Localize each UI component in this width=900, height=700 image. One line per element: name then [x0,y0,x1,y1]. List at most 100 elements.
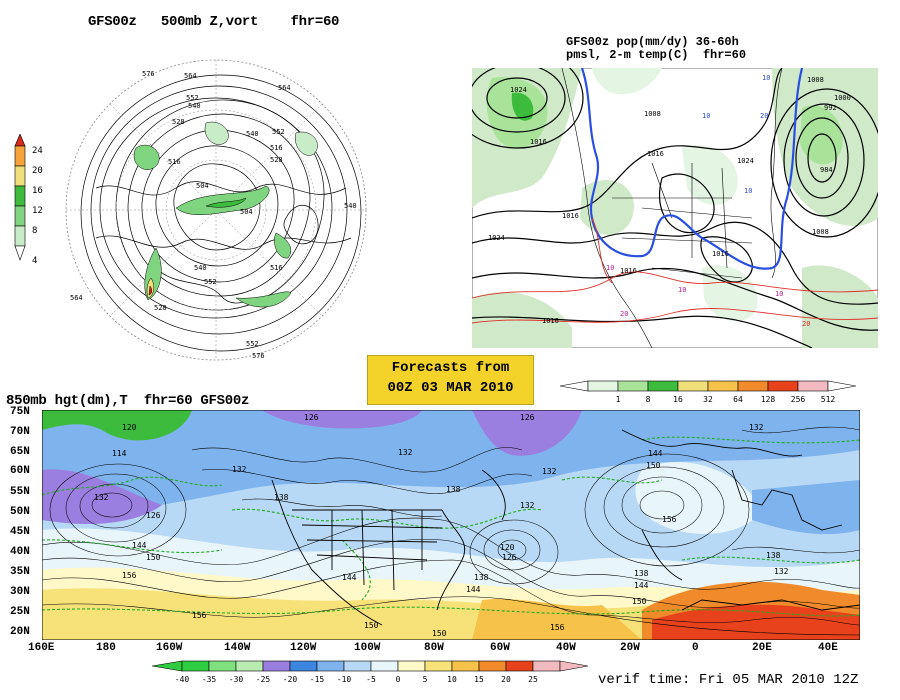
hgt-label: 144 [634,581,649,590]
lon-label-160w: 160W [156,642,183,654]
temp-colorbar-tick: -30 [229,675,244,684]
temp-colorbar-tick: 25 [528,675,538,684]
hgt-label: 126 [502,553,517,562]
hgt-label: 132 [749,423,764,432]
lat-label-45n: 45N [10,526,30,538]
polar-map: 576 564 552 540 528 516 504 564 552 540 … [65,59,367,361]
pop-colorbar-swatch [767,380,799,392]
temp-colorbar-tick: -5 [366,675,376,684]
vort-tick-16: 16 [32,186,43,196]
na-panel-title-1: GFS00z pop(mm/dy) 36-60h [566,35,739,49]
hgt-label: 144 [466,585,481,594]
lat-label-70n: 70N [10,426,30,438]
na-temp-label: 20 [802,320,810,328]
pop-colorbar-tick: 256 [791,395,806,404]
bottom-panel-title: 850mb hgt(dm),T fhr=60 GFS00z [6,393,250,409]
na-isobar-label: 1008 [807,76,824,84]
hgt-label: 132 [398,448,413,457]
vort-tick-24: 24 [32,146,43,156]
na-isobar-label: 1000 [834,94,851,102]
pop-colorbar-tick: 128 [761,395,776,404]
vort-tick-20: 20 [32,166,43,176]
hgt-label: 150 [146,553,161,562]
temp-colorbar-tick: -15 [310,675,325,684]
polar-label: 516 [270,264,283,272]
hgt-label: 132 [232,465,247,474]
lon-label-40e: 40E [818,642,838,654]
temp-colorbar: -40 -35 -30 -25 -20 -15 -10 -5 0 5 10 15 20 25 [151,660,589,684]
na-temp-label: 20 [760,112,768,120]
temp-colorbar-tick: -10 [337,675,352,684]
polar-panel-title: GFS00z 500mb Z,vort fhr=60 [88,14,340,30]
temp-colorbar-swatch [208,660,237,672]
lat-label-60n: 60N [10,465,30,477]
lon-label-80w: 80W [424,642,444,654]
polar-label: 552 [272,128,285,136]
na-temp-label: 10 [775,290,783,298]
pop-colorbar-tick: 1 [616,395,621,404]
temp-colorbar-tick: -20 [283,675,298,684]
lon-label-140w: 140W [224,642,251,654]
pop-colorbar-swatch [797,380,829,392]
pop-colorbar-tick: 16 [673,395,683,404]
pop-colorbar-tick: 8 [646,395,651,404]
lat-label-50n: 50N [10,506,30,518]
forecast-banner: Forecasts from 00Z 03 MAR 2010 [367,355,534,405]
hgt-label: 138 [474,573,489,582]
lat-label-75n: 75N [10,406,30,418]
hgt-label: 156 [550,623,565,632]
na-isobar-label: 1008 [812,228,829,236]
na-isobar-label: 1016 [712,250,729,258]
temp-colorbar-swatch [262,660,291,672]
verif-time: verif time: Fri 05 MAR 2010 12Z [598,672,859,688]
hgt-label: 114 [112,449,127,458]
hgt-label: 132 [520,501,535,510]
temp-colorbar-swatch [478,660,507,672]
hgt-label: 126 [520,413,535,422]
pop-colorbar-swatch [677,380,709,392]
lon-label-100w: 100W [354,642,381,654]
lat-label-55n: 55N [10,486,30,498]
lon-label-120w: 120W [290,642,317,654]
na-isobar-label: 984 [820,166,833,174]
temp-colorbar-tick: 20 [501,675,511,684]
polar-label: 552 [246,340,259,348]
temp-colorbar-swatch [235,660,264,672]
hgt-label: 144 [342,573,357,582]
forecast-banner-line2: 00Z 03 MAR 2010 [387,380,514,396]
polar-label: 504 [196,182,209,190]
lon-label-20e: 20E [752,642,772,654]
lon-label-60w: 60W [490,642,510,654]
temp-colorbar-swatch [370,660,399,672]
lat-label-25n: 25N [10,606,30,618]
polar-label: 552 [204,278,217,286]
polar-label: 504 [240,208,253,216]
hgt-label: 132 [542,467,557,476]
temp-colorbar-swatch [451,660,480,672]
lon-label-40w: 40W [556,642,576,654]
lat-label-65n: 65N [10,446,30,458]
temp-colorbar-tick: -25 [256,675,271,684]
na-isobar-label: 1016 [647,150,664,158]
polar-label: 540 [188,102,201,110]
polar-label: 540 [344,202,357,210]
na-isobar-label: 1024 [737,157,754,165]
lat-label-40n: 40N [10,546,30,558]
hgt-label: 138 [634,569,649,578]
na-isobar-label: 1024 [510,86,527,94]
hgt-label: 150 [632,597,647,606]
temp-colorbar-swatch [289,660,318,672]
polar-label: 540 [246,130,259,138]
temp-colorbar-tick: 15 [474,675,484,684]
temp-colorbar-tick: -35 [202,675,217,684]
temp-colorbar-swatch [424,660,453,672]
na-temp-label: 10 [702,112,710,120]
na-isobar-label: 1024 [488,234,505,242]
vort-tick-4: 4 [32,256,38,266]
pop-colorbar: 1 8 16 32 64 128 256 512 [559,380,857,404]
pop-colorbar-swatch [707,380,739,392]
polar-label: 528 [270,156,283,164]
na-panel-title-2: pmsl, 2-m temp(C) fhr=60 [566,48,747,62]
pop-colorbar-swatch [587,380,619,392]
na-temp-label: 10 [606,264,614,272]
